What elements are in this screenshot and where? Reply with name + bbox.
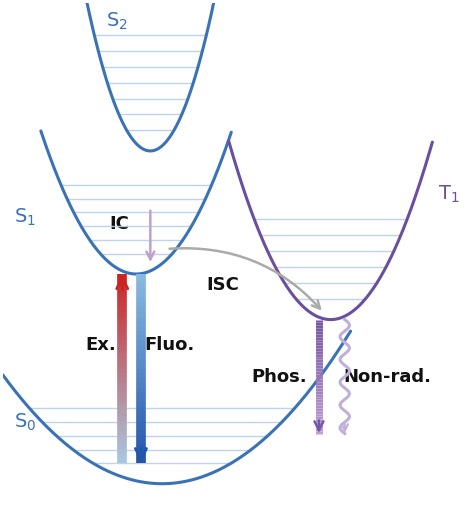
Text: S$_1$: S$_1$ bbox=[15, 206, 36, 228]
Text: Ex.: Ex. bbox=[86, 336, 117, 354]
Text: Non-rad.: Non-rad. bbox=[343, 368, 431, 386]
Text: ISC: ISC bbox=[207, 276, 239, 295]
Text: S$_0$: S$_0$ bbox=[15, 412, 37, 433]
Text: T$_1$: T$_1$ bbox=[438, 184, 460, 205]
Text: S$_2$: S$_2$ bbox=[106, 10, 128, 31]
Text: Phos.: Phos. bbox=[251, 368, 307, 386]
Text: Fluo.: Fluo. bbox=[144, 336, 194, 354]
Text: IC: IC bbox=[109, 215, 129, 233]
